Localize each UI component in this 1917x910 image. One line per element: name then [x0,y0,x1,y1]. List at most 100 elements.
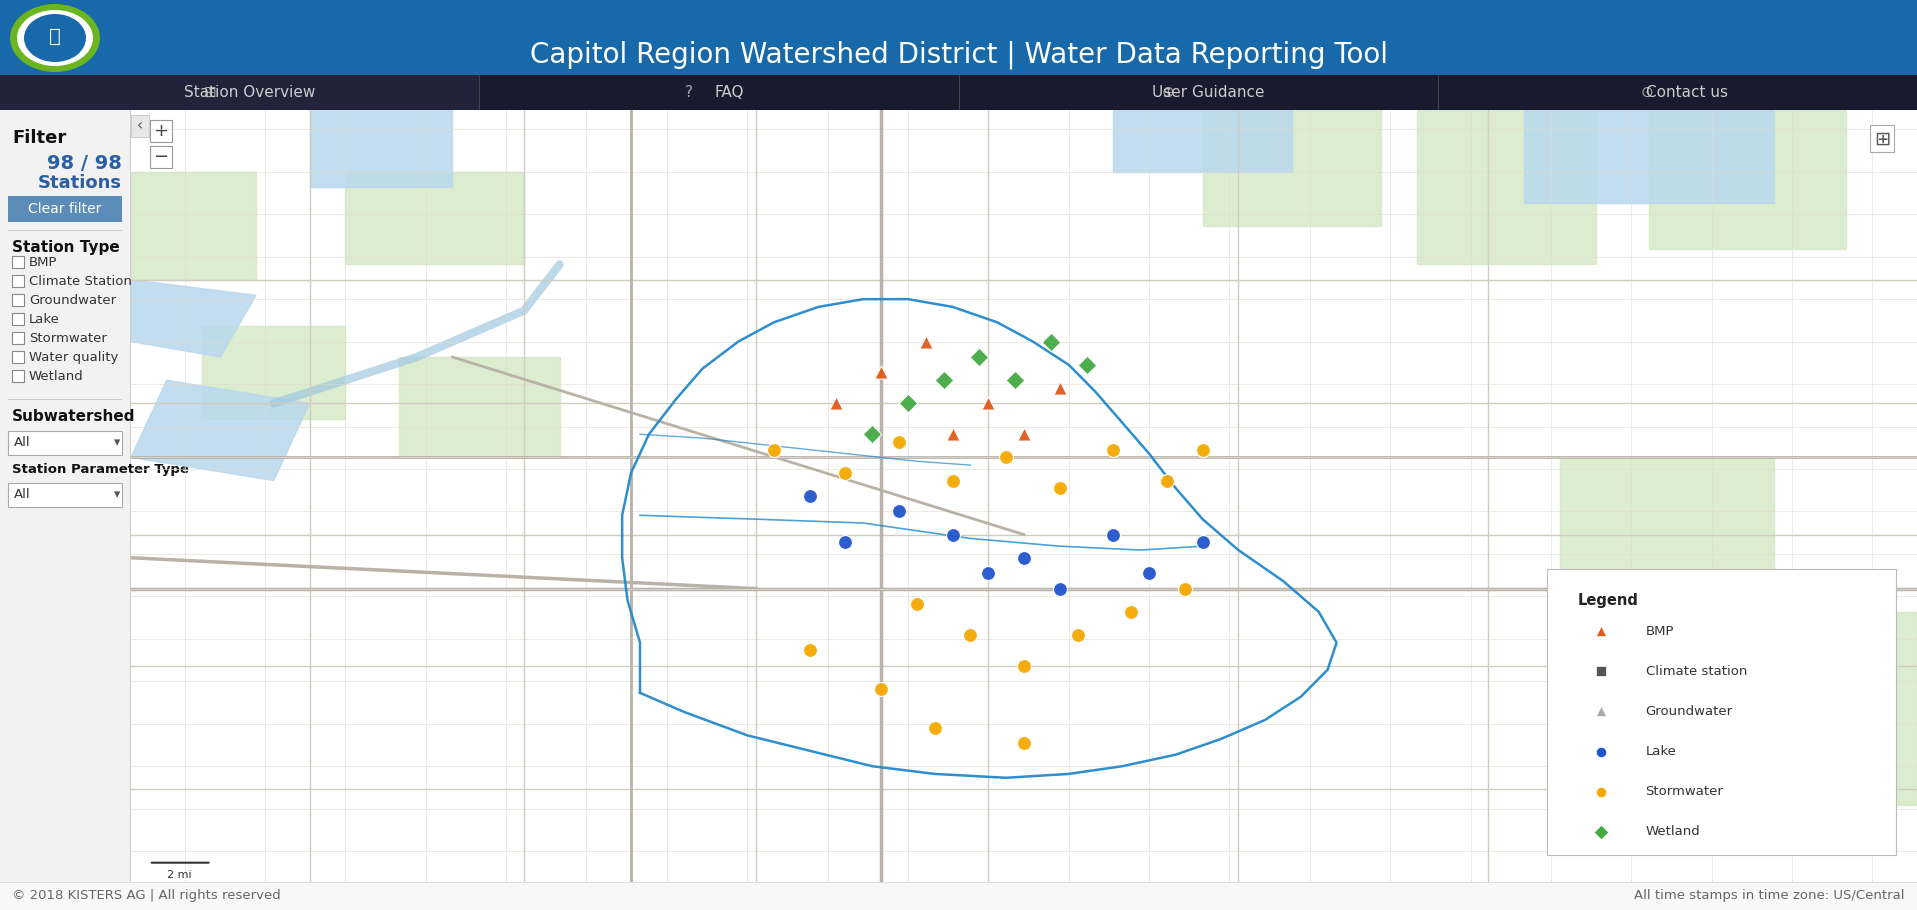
Point [893,396,924,410]
Text: Station Overview: Station Overview [184,85,314,100]
Point [820,396,851,410]
Ellipse shape [25,14,86,62]
Point [1008,551,1039,565]
Point [1008,736,1039,751]
Text: Climate Station: Climate Station [29,275,132,288]
Text: ?: ? [684,85,692,100]
Point [1133,566,1164,581]
Text: Capitol Region Watershed District | Water Data Reporting Tool: Capitol Region Watershed District | Wate… [529,41,1388,69]
Point [1585,624,1616,639]
Text: Groundwater: Groundwater [1645,705,1733,718]
Text: Lake: Lake [29,313,59,326]
Point [884,504,914,519]
Point [937,427,968,441]
Text: Stormwater: Stormwater [29,332,107,345]
Point [955,628,985,642]
Point [830,466,861,480]
Point [1187,442,1217,457]
Point [866,682,897,696]
Point [1008,427,1039,441]
Text: Stations: Stations [38,174,123,192]
Point [928,373,958,388]
Bar [150,146,173,168]
Text: 98 / 98: 98 / 98 [48,154,123,173]
Polygon shape [1417,110,1595,265]
Text: Water quality: Water quality [29,351,119,364]
Polygon shape [203,326,345,419]
Point [991,450,1022,465]
Text: ▾: ▾ [113,437,121,450]
Polygon shape [130,172,257,280]
Point [759,442,790,457]
Point [974,396,1005,410]
Bar [8,431,123,455]
Text: Subwatershed: Subwatershed [12,409,136,424]
Point [1585,824,1616,839]
Text: Groundwater: Groundwater [29,294,117,307]
Bar [0,110,130,882]
Point [1585,664,1616,679]
Point [1045,581,1075,596]
Text: ⊞: ⊞ [203,85,217,100]
Text: BMP: BMP [1645,624,1674,638]
Bar [12,332,25,344]
Text: ⊙: ⊙ [1641,85,1654,100]
Text: Stormwater: Stormwater [1645,785,1723,798]
Bar [150,120,173,142]
Text: BMP: BMP [29,256,58,269]
Point [937,527,968,541]
Bar [130,115,150,137]
Point [1072,358,1102,372]
Text: User Guidance: User Guidance [1152,85,1265,100]
Text: Clear filter: Clear filter [29,202,102,216]
Text: +: + [153,122,169,140]
Point [911,334,941,349]
Bar [0,0,1917,75]
Text: Wetland: Wetland [1645,825,1700,838]
Point [1008,659,1039,673]
Point [1187,535,1217,550]
Polygon shape [311,110,452,187]
Polygon shape [130,380,311,480]
Point [857,427,888,441]
Text: ▾: ▾ [113,489,121,501]
Bar [12,313,25,325]
Text: All: All [13,489,31,501]
Bar [8,196,123,222]
Bar [8,230,123,231]
Point [1045,481,1075,496]
Text: All: All [13,437,31,450]
Point [1169,581,1200,596]
Point [1585,744,1616,759]
Text: Station Type: Station Type [12,240,119,255]
Ellipse shape [10,4,100,72]
Ellipse shape [17,10,94,66]
Point [1152,473,1183,488]
Polygon shape [1524,110,1773,203]
Point [794,489,824,503]
Point [1035,334,1066,349]
Point [1045,380,1075,395]
Point [884,435,914,450]
Text: FAQ: FAQ [715,85,744,100]
Bar [12,351,25,363]
Text: Filter: Filter [12,129,67,147]
Bar [0,75,479,110]
Text: 🏛: 🏛 [50,26,61,46]
Point [1116,604,1146,619]
Text: ⊕: ⊕ [1162,85,1175,100]
Point [866,365,897,379]
Point [920,721,951,735]
Point [964,349,995,364]
Bar [12,294,25,306]
FancyBboxPatch shape [1547,570,1896,855]
Bar [8,483,123,507]
Bar [8,399,123,400]
Bar [12,256,25,268]
Text: ‹: ‹ [136,118,144,134]
Point [794,643,824,658]
Polygon shape [1114,110,1292,172]
Point [1098,527,1129,541]
Point [937,473,968,488]
Polygon shape [399,357,560,458]
